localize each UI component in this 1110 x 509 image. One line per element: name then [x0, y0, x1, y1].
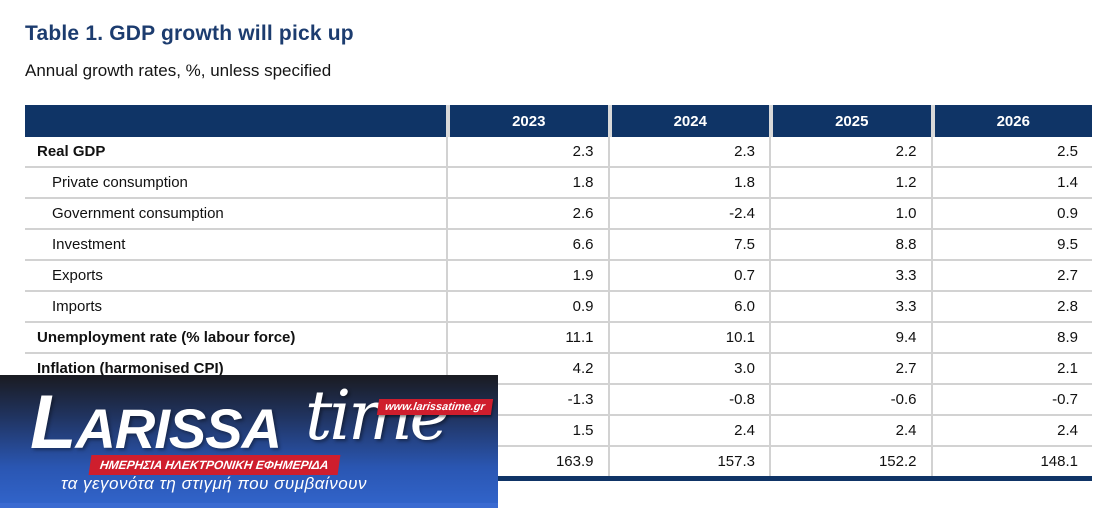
value-cell: 9.5 — [930, 230, 1093, 259]
value-cell: -0.6 — [769, 385, 931, 414]
row-label: Unemployment rate (% labour force) — [37, 329, 296, 346]
table-bottom-border — [25, 476, 1092, 481]
value-cell: -0.8 — [607, 385, 770, 414]
value-cell: 1.0 — [769, 199, 931, 228]
value-cell: 3.3 — [769, 261, 931, 290]
value-cell: 2.6 — [446, 199, 608, 228]
value-cell: 1.8 — [446, 168, 608, 197]
row-label: Imports — [52, 298, 103, 315]
row-label: Inflation (harmonised CPI) — [37, 360, 224, 377]
year-column-header: 2026 — [930, 105, 1093, 137]
table-row: Private consumption 1.8 1.8 1.2 1.4 — [25, 166, 1092, 197]
value-cell: 148.1 — [930, 447, 1093, 476]
value-cell: 8.8 — [769, 230, 931, 259]
watermark-strapline: ΗΜΕΡΗΣΙΑ ΗΛΕΚΤΡΟΝΙΚΗ ΕΦΗΜΕΡΙΔΑ — [88, 455, 340, 475]
watermark-tagline: τα γεγονότα τη στιγμή που συμβαίνουν — [60, 474, 368, 493]
value-cell: 11.1 — [446, 323, 608, 352]
year-column-header: 2024 — [607, 105, 770, 137]
value-cell: 2.2 — [769, 137, 931, 166]
table-row: Unemployment rate (% labour force) 11.1 10… — [25, 321, 1092, 352]
value-cell: 6.0 — [607, 292, 770, 321]
table-row: Real GDP 2.3 2.3 2.2 2.5 — [25, 137, 1092, 166]
larissatime-watermark-logo: www.larissatime.gr LARISSA time ΗΜΕΡΗΣΙΑ… — [0, 375, 498, 508]
value-cell: 2.1 — [930, 354, 1093, 383]
value-cell: -0.7 — [930, 385, 1093, 414]
row-label: Real GDP — [37, 143, 106, 160]
watermark-brand-secondary: time — [305, 377, 450, 456]
value-cell: 10.1 — [607, 323, 770, 352]
page-subtitle: Annual growth rates, %, unless specified — [25, 61, 332, 80]
value-cell: 0.9 — [446, 292, 608, 321]
row-label: Government consumption — [52, 205, 224, 222]
value-cell: 9.4 — [769, 323, 931, 352]
value-cell: 1.9 — [446, 261, 608, 290]
row-label: Private consumption — [52, 174, 188, 191]
value-cell: 3.0 — [607, 354, 770, 383]
value-cell: 2.5 — [930, 137, 1093, 166]
row-label: Exports — [52, 267, 103, 284]
value-cell: 157.3 — [607, 447, 770, 476]
value-cell: 1.8 — [607, 168, 770, 197]
value-cell: 2.8 — [930, 292, 1093, 321]
value-cell: 0.7 — [607, 261, 770, 290]
value-cell: 3.3 — [769, 292, 931, 321]
watermark-brand-main: LARISSA — [30, 380, 282, 465]
value-cell: 152.2 — [769, 447, 931, 476]
value-cell: 0.9 — [930, 199, 1093, 228]
year-column-header: 2023 — [446, 105, 608, 137]
table-row: Investment 6.6 7.5 8.8 9.5 — [25, 228, 1092, 259]
page-title: Table 1. GDP growth will pick up — [25, 22, 354, 45]
watermark-url-ribbon: www.larissatime.gr — [376, 399, 493, 415]
value-cell: 4.2 — [446, 354, 608, 383]
value-cell: -2.4 — [607, 199, 770, 228]
row-label: Investment — [52, 236, 126, 253]
table-header: 2023 2024 2025 2026 — [25, 105, 1092, 137]
value-cell: 6.6 — [446, 230, 608, 259]
value-cell: 8.9 — [930, 323, 1093, 352]
value-cell: 2.3 — [607, 137, 770, 166]
watermark-brand: LARISSA — [30, 380, 282, 465]
value-cell: 2.4 — [769, 416, 931, 445]
value-cell: 2.7 — [930, 261, 1093, 290]
table-header-label-cell — [25, 105, 446, 137]
year-column-header: 2025 — [769, 105, 931, 137]
value-cell: 2.7 — [769, 354, 931, 383]
value-cell: 1.4 — [930, 168, 1093, 197]
table-row: Imports 0.9 6.0 3.3 2.8 — [25, 290, 1092, 321]
table-row: Exports 1.9 0.7 3.3 2.7 — [25, 259, 1092, 290]
value-cell: 7.5 — [607, 230, 770, 259]
value-cell: 1.2 — [769, 168, 931, 197]
value-cell: 2.4 — [607, 416, 770, 445]
table-row: Government consumption 2.6 -2.4 1.0 0.9 — [25, 197, 1092, 228]
value-cell: 2.3 — [446, 137, 608, 166]
value-cell: 2.4 — [930, 416, 1093, 445]
